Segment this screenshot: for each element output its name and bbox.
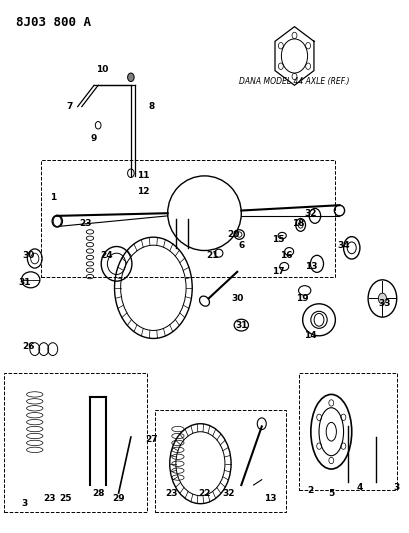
Text: 17: 17 xyxy=(272,268,284,276)
Text: 27: 27 xyxy=(145,435,157,444)
Text: 11: 11 xyxy=(137,172,149,180)
Text: 8J03 800 A: 8J03 800 A xyxy=(16,16,91,29)
Text: 8: 8 xyxy=(148,102,155,111)
Text: 1: 1 xyxy=(50,193,56,201)
Text: 10: 10 xyxy=(96,65,108,74)
Text: 28: 28 xyxy=(92,489,104,497)
Text: 30: 30 xyxy=(231,294,243,303)
Text: 20: 20 xyxy=(227,230,239,239)
Text: 30: 30 xyxy=(22,252,35,260)
Text: 14: 14 xyxy=(305,332,317,340)
Text: 32: 32 xyxy=(305,209,317,217)
Text: 5: 5 xyxy=(328,489,335,497)
Text: 7: 7 xyxy=(66,102,73,111)
Text: 9: 9 xyxy=(91,134,97,143)
Text: 26: 26 xyxy=(22,342,35,351)
Text: 29: 29 xyxy=(112,494,125,503)
Text: 34: 34 xyxy=(337,241,350,249)
Circle shape xyxy=(378,293,387,304)
Text: 3: 3 xyxy=(21,499,28,508)
Bar xyxy=(155,410,286,512)
Text: 3: 3 xyxy=(393,483,400,492)
Bar xyxy=(4,373,147,512)
Text: 31: 31 xyxy=(235,321,247,329)
Text: 21: 21 xyxy=(207,252,219,260)
Text: 4: 4 xyxy=(357,483,363,492)
Text: 16: 16 xyxy=(280,252,292,260)
Text: 23: 23 xyxy=(43,494,55,503)
Text: 6: 6 xyxy=(238,241,245,249)
Text: 13: 13 xyxy=(305,262,317,271)
Text: 32: 32 xyxy=(223,489,235,497)
Text: 13: 13 xyxy=(264,494,276,503)
Text: 18: 18 xyxy=(292,220,305,228)
Text: 25: 25 xyxy=(59,494,72,503)
Text: 2: 2 xyxy=(308,486,314,495)
Circle shape xyxy=(128,73,134,82)
Text: 24: 24 xyxy=(100,252,112,260)
Text: 15: 15 xyxy=(272,236,284,244)
Text: 22: 22 xyxy=(198,489,211,497)
Text: 19: 19 xyxy=(297,294,309,303)
Bar xyxy=(41,160,335,277)
Text: DANA MODEL 44 AXLE (REF.): DANA MODEL 44 AXLE (REF.) xyxy=(239,77,350,86)
Bar xyxy=(299,373,397,490)
Text: 33: 33 xyxy=(378,300,391,308)
Text: 12: 12 xyxy=(137,188,149,196)
Text: 31: 31 xyxy=(18,278,31,287)
Text: 23: 23 xyxy=(80,220,92,228)
Text: 23: 23 xyxy=(166,489,178,497)
